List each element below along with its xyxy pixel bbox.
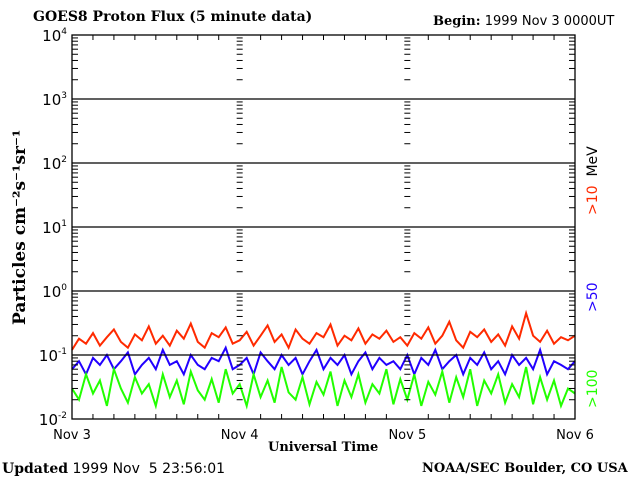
x-tick-label: Nov 3	[53, 428, 91, 443]
y-tick-base: 10	[42, 155, 61, 173]
series-line-0	[71, 309, 576, 351]
y-tick-label: 101	[42, 219, 67, 237]
y-tick-label: 10-1	[39, 347, 67, 365]
x-axis-label: Universal Time	[268, 440, 379, 455]
y-tick-exponent: 4	[61, 27, 67, 37]
legend-10mev: >10 MeV	[585, 146, 601, 215]
updated-time: Updated 1999 Nov 5 23:56:01	[2, 461, 225, 477]
legend-unit: MeV	[585, 146, 601, 177]
y-tick-base: 10	[42, 283, 61, 301]
y-tick-exponent: 0	[61, 283, 67, 293]
chart-title: GOES8 Proton Flux (5 minute data)	[33, 9, 313, 25]
y-tick-exponent: 2	[61, 155, 67, 165]
y-tick-label: 10-2	[39, 411, 67, 429]
legend-gt10: >10	[585, 185, 601, 215]
x-tick-label: Nov 5	[388, 428, 426, 443]
y-tick-base: 10	[39, 347, 58, 365]
legend-gt50: >50	[585, 282, 601, 312]
y-tick-exponent: -1	[58, 347, 67, 357]
updated-label: Updated	[2, 461, 69, 477]
credit: NOAA/SEC Boulder, CO USA	[422, 461, 628, 476]
legend-gt100: >100	[585, 369, 601, 408]
y-tick-base: 10	[42, 91, 61, 109]
y-tick-label: 103	[42, 91, 67, 109]
y-tick-base: 10	[39, 411, 58, 429]
y-tick-label: 100	[42, 283, 67, 301]
y-tick-exponent: -2	[58, 411, 67, 421]
y-axis-label: Particles cm⁻²s⁻¹sr⁻¹	[10, 129, 30, 325]
series-line-1	[71, 345, 576, 378]
y-tick-label: 102	[42, 155, 67, 173]
y-tick-base: 10	[42, 219, 61, 237]
series-line-2	[71, 365, 576, 410]
updated-value: 1999 Nov 5 23:56:01	[72, 461, 226, 477]
x-tick-label: Nov 6	[556, 428, 594, 443]
begin-label: Begin:	[433, 14, 481, 29]
y-tick-label: 104	[42, 27, 67, 45]
y-tick-exponent: 3	[61, 91, 67, 101]
begin-time: Begin: 1999 Nov 3 0000UT	[433, 14, 614, 29]
x-tick-label: Nov 4	[221, 428, 259, 443]
y-tick-exponent: 1	[61, 219, 67, 229]
begin-value: 1999 Nov 3 0000UT	[484, 14, 615, 29]
y-tick-base: 10	[42, 27, 61, 45]
